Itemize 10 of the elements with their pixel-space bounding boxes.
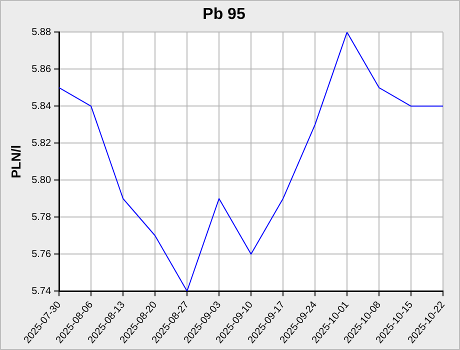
y-tick-label: 5.88 — [32, 26, 52, 38]
y-tick-label: 5.80 — [32, 174, 52, 186]
y-tick-label: 5.84 — [32, 100, 52, 112]
y-tick-label: 5.74 — [32, 286, 52, 297]
chart-title: Pb 95 — [202, 6, 246, 24]
y-tick-label: 5.86 — [32, 64, 52, 75]
y-tick-label: 5.82 — [32, 138, 52, 149]
y-tick-label: 5.76 — [32, 248, 52, 260]
y-tick-label: 5.78 — [32, 212, 52, 223]
y-axis-title: PLN/l — [8, 145, 24, 178]
